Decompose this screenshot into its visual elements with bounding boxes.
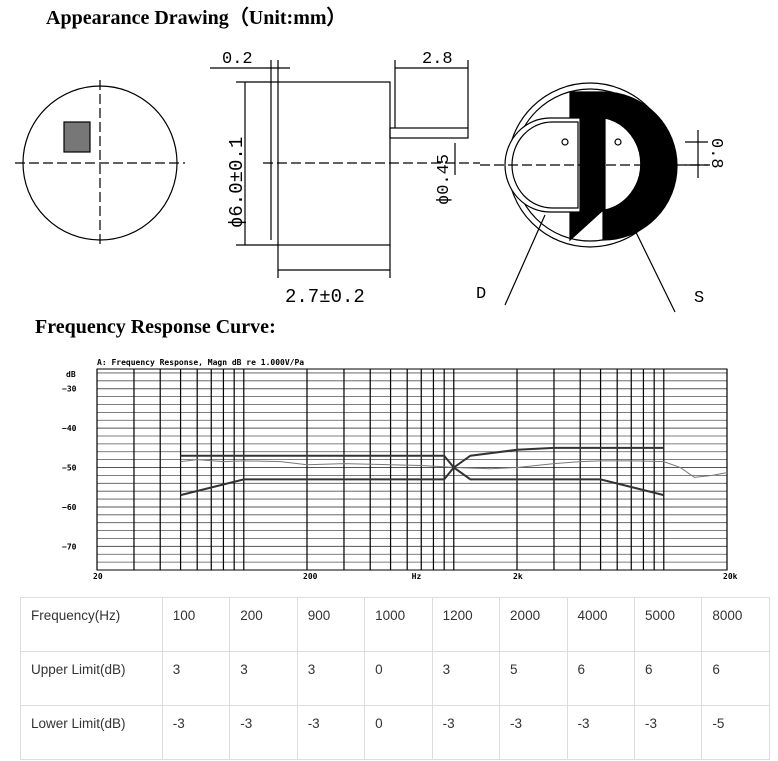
table-cell: 2000	[499, 597, 568, 652]
table-cell: 8000	[701, 597, 770, 652]
table-cell: 5000	[633, 597, 703, 652]
table-cell: -3	[229, 705, 298, 760]
upper-limit-line	[180, 446, 664, 469]
x-tick-label: 20k	[723, 572, 738, 581]
table-cell: 0	[364, 705, 433, 760]
table-cell: 1000	[364, 597, 433, 652]
row-label: Frequency(Hz)	[20, 597, 163, 652]
table-cell: 6	[633, 651, 703, 706]
appearance-drawing: 0.2 2.8 ϕ6.0±0.1 2.7±0.2 ϕ0.45 0.8 D S	[15, 50, 725, 313]
table-cell: 3	[229, 651, 298, 706]
table-cell: 0	[364, 651, 433, 706]
dim-pin-diameter: ϕ0.45	[435, 154, 454, 205]
y-axis-label: dB	[66, 370, 76, 379]
table-cell: -3	[499, 705, 568, 760]
x-axis-label: Hz	[412, 572, 422, 581]
y-tick-label: −50	[62, 464, 77, 473]
dim-gap: 0.2	[222, 50, 253, 69]
table-cell: 900	[296, 597, 366, 652]
table-cell: 6	[566, 651, 635, 706]
y-tick-label: −30	[62, 385, 77, 394]
lower-limit-line	[180, 466, 665, 497]
table-cell: 5	[499, 651, 568, 706]
x-tick-label: 2k	[513, 572, 523, 581]
x-tick-label: 200	[303, 572, 318, 581]
drawing-title: Appearance Drawing（Unit:mm）	[46, 7, 347, 29]
row-label: Upper Limit(dB)	[20, 651, 163, 706]
label-d: D	[476, 285, 486, 304]
plot-frame	[96, 368, 728, 571]
chart-inner-title: A: Frequency Response, Magn dB re 1.000V…	[97, 358, 304, 367]
table-cell: -3	[431, 705, 501, 760]
table-row: Frequency(Hz) 100 200 900 1000 1200 2000 4000 50…	[20, 597, 770, 652]
limits-table: Frequency(Hz) 100 200 900 1000 1200 2000 4000 50…	[20, 597, 770, 760]
chart-title: Frequency Response Curve:	[35, 316, 276, 338]
table-cell: 1200	[431, 597, 501, 652]
table-cell: -3	[633, 705, 703, 760]
dim-pin-length: 2.8	[422, 50, 453, 69]
table-cell: 100	[161, 597, 231, 652]
table-cell: 4000	[566, 597, 635, 652]
table-cell: -3	[161, 705, 231, 760]
label-s: S	[694, 289, 704, 308]
y-tick-label: −70	[62, 542, 77, 551]
x-tick-label: 20	[93, 572, 103, 581]
table-cell: -3	[566, 705, 635, 760]
dim-diameter: ϕ6.0±0.1	[226, 137, 248, 228]
y-tick-label: −60	[62, 503, 77, 512]
dim-height: 2.7±0.2	[285, 286, 365, 308]
table-cell: -3	[296, 705, 366, 760]
dim-pin-offset: 0.8	[706, 138, 725, 169]
table-row: Lower Limit(dB) -3 -3 -3 0 -3 -3 -3 -3 -5	[20, 705, 770, 760]
table-cell: 3	[296, 651, 366, 706]
table-cell: 6	[701, 651, 770, 706]
table-cell: -5	[701, 705, 770, 760]
row-label: Lower Limit(dB)	[20, 705, 163, 760]
y-tick-label: −40	[62, 424, 77, 433]
table-cell: 3	[161, 651, 231, 706]
table-row: Upper Limit(dB) 3 3 3 0 3 5 6 6 6	[20, 651, 770, 706]
frequency-response-chart: A: Frequency Response, Magn dB re 1.000V…	[62, 358, 738, 581]
response-curve	[180, 459, 728, 478]
table-cell: 3	[431, 651, 501, 706]
table-cell: 200	[229, 597, 298, 652]
